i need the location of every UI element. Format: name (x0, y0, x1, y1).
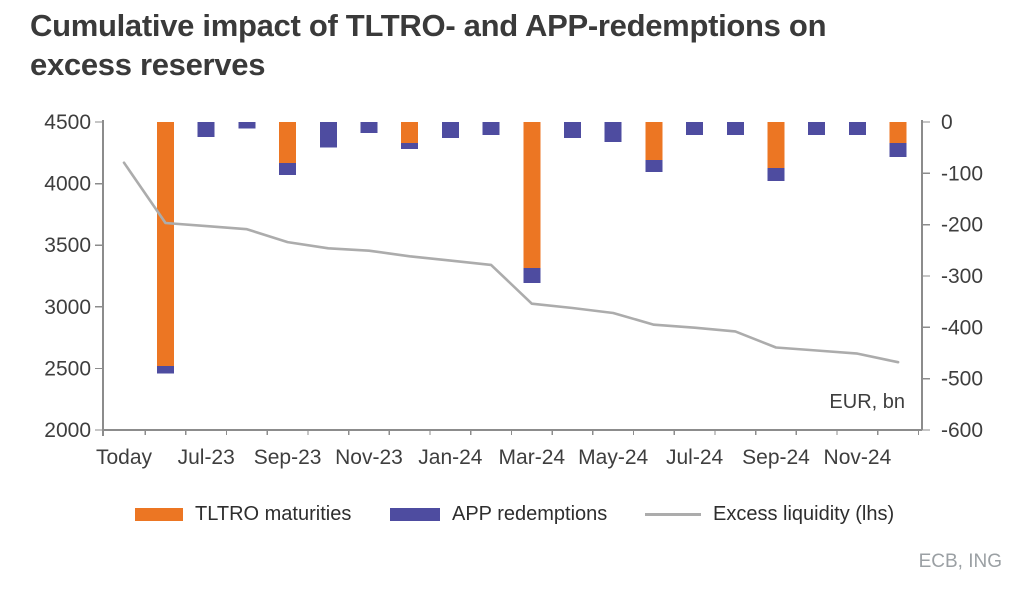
app-bar-Dec-23 (401, 143, 419, 150)
left-tick-label-4000: 4000 (44, 173, 91, 196)
app-bar-Sep-24 (767, 168, 785, 182)
left-tick-label-2000: 2000 (44, 419, 91, 442)
legend-label-excess-liquidity: Excess liquidity (lhs) (713, 502, 895, 525)
tltro-swatch-icon (135, 507, 183, 521)
tltro-bar-Jun-24 (645, 122, 663, 160)
app-bar-Oct-24 (808, 122, 826, 135)
source-attribution: ECB, ING (918, 551, 1002, 572)
app-bar-May-24 (604, 122, 622, 143)
legend-item-app-redemptions: APP redemptions (390, 501, 607, 527)
tltro-bar-Jun-23 (157, 122, 174, 366)
right-tick-label--500: -500 (941, 368, 983, 391)
app-bar-Nov-23 (360, 122, 378, 133)
tltro-bar-Sep-24 (767, 122, 785, 169)
app-bar-Mar-24 (523, 267, 541, 284)
app-bar-Jun-24 (645, 159, 663, 172)
left-tick-label-2500: 2500 (44, 357, 91, 380)
x-tick-label-Today: Today (96, 446, 153, 469)
tltro-bar-Dec-24 (889, 122, 907, 144)
tltro-bar-Sep-23 (279, 122, 297, 164)
app-swatch-icon (390, 507, 440, 521)
x-tick-label-May-24: May-24 (578, 446, 648, 469)
x-tick-label-Nov-24: Nov-24 (824, 446, 892, 469)
app-bar-Jan-24 (441, 122, 459, 138)
app-bar-Apr-24 (564, 122, 581, 138)
chart-title: Cumulative impact of TLTRO- and APP-rede… (30, 8, 827, 83)
x-tick-label-Jul-23: Jul-23 (178, 446, 235, 469)
legend: TLTRO maturities APP redemptions Excess … (0, 501, 1024, 527)
right-tick-label--400: -400 (941, 316, 983, 339)
app-bar-Sep-23 (279, 163, 297, 175)
legend-item-excess-liquidity: Excess liquidity (lhs) (645, 501, 894, 527)
tltro-bar-Mar-24 (523, 122, 541, 268)
left-tick-label-3000: 3000 (44, 296, 91, 319)
x-tick-label-Jan-24: Jan-24 (418, 446, 483, 469)
app-bar-Jul-24 (686, 122, 704, 135)
right-tick-label--600: -600 (941, 419, 983, 442)
app-bar-Dec-24 (889, 143, 907, 157)
x-tick-label-Jul-24: Jul-24 (666, 446, 724, 469)
legend-label-app: APP redemptions (452, 502, 608, 525)
excess-liquidity-line (122, 161, 900, 364)
legend-item-tltro-maturities: TLTRO maturities (135, 501, 351, 527)
tltro-bar-Dec-23 (401, 122, 419, 144)
right-tick-label-0: 0 (941, 111, 953, 134)
line-swatch-icon (645, 512, 701, 516)
app-bar-Feb-24 (482, 122, 500, 135)
x-tick-label-Sep-24: Sep-24 (742, 446, 810, 469)
right-tick-label--100: -100 (941, 162, 983, 185)
app-bar-Jun-23 (157, 365, 174, 374)
x-tick-label-Nov-23: Nov-23 (335, 446, 403, 469)
app-bar-Nov-24 (848, 122, 866, 135)
app-bar-Oct-23 (319, 122, 337, 148)
unit-label: EUR, bn (829, 391, 905, 413)
x-tick-label-Sep-23: Sep-23 (254, 446, 322, 469)
x-tick-label-Mar-24: Mar-24 (499, 446, 566, 469)
left-tick-label-3500: 3500 (44, 234, 91, 257)
app-bar-Aug-23 (238, 122, 256, 129)
left-tick-label-4500: 4500 (44, 111, 91, 134)
right-tick-label--300: -300 (941, 265, 983, 288)
app-bar-Jul-23 (197, 122, 215, 137)
legend-label-tltro: TLTRO maturities (195, 502, 352, 525)
right-tick-label--200: -200 (941, 214, 983, 237)
app-bar-Aug-24 (726, 122, 744, 135)
